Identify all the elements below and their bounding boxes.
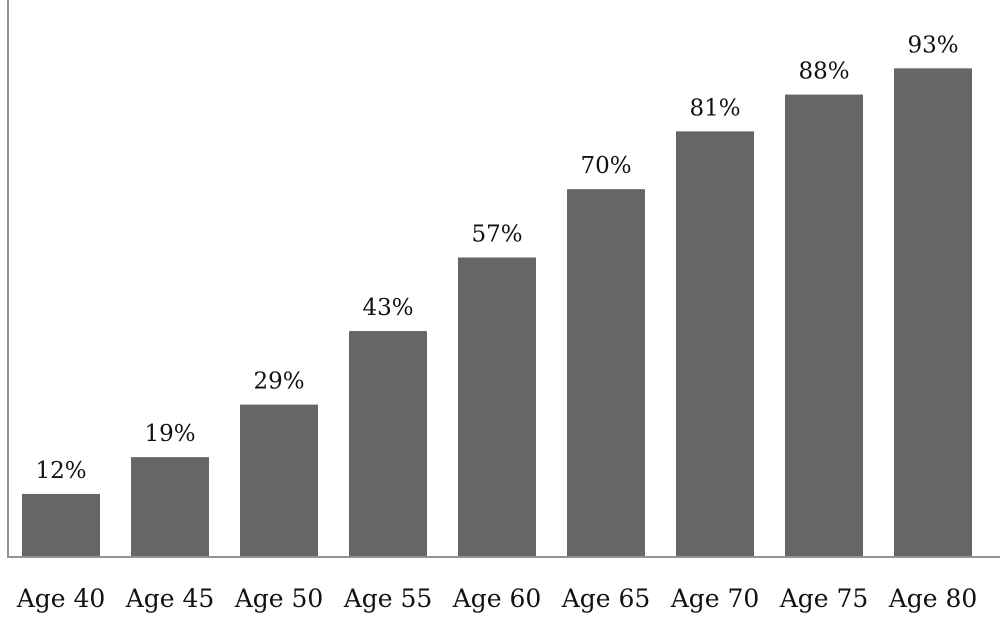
x-tick-label-age-65: Age 65 <box>561 584 651 613</box>
bar-age-45 <box>131 457 209 557</box>
data-labels: 12% 19% 29% 43% 57% 70% 81% 88% 93% <box>35 32 958 484</box>
bars <box>22 68 972 558</box>
bar-age-75 <box>785 94 863 558</box>
data-label-age-50: 29% <box>253 369 304 395</box>
x-tick-label-age-40: Age 40 <box>16 584 106 613</box>
x-tick-label-age-60: Age 60 <box>452 584 542 613</box>
bar-age-70 <box>676 131 754 557</box>
data-label-age-80: 93% <box>907 32 958 58</box>
data-label-age-40: 12% <box>35 458 86 484</box>
x-tick-label-age-45: Age 45 <box>125 584 215 613</box>
bar-age-50 <box>240 404 318 557</box>
data-label-age-70: 81% <box>689 95 740 121</box>
x-axis-tick-labels: Age 40 Age 45 Age 50 Age 55 Age 60 Age 65 Age … <box>16 584 978 613</box>
data-label-age-60: 57% <box>471 221 522 247</box>
x-tick-label-age-75: Age 75 <box>779 584 869 613</box>
x-tick-label-age-80: Age 80 <box>888 584 978 613</box>
x-tick-label-age-50: Age 50 <box>234 584 324 613</box>
bar-age-80 <box>894 68 972 558</box>
x-tick-label-age-70: Age 70 <box>670 584 760 613</box>
data-label-age-65: 70% <box>580 153 631 179</box>
data-label-age-45: 19% <box>144 421 195 447</box>
bar-age-55 <box>349 331 427 557</box>
x-tick-label-age-55: Age 55 <box>343 584 433 613</box>
data-label-age-75: 88% <box>798 59 849 85</box>
bar-age-40 <box>22 493 100 557</box>
bar-age-60 <box>458 257 536 557</box>
data-label-age-55: 43% <box>362 295 413 321</box>
bar-age-65 <box>567 189 645 558</box>
